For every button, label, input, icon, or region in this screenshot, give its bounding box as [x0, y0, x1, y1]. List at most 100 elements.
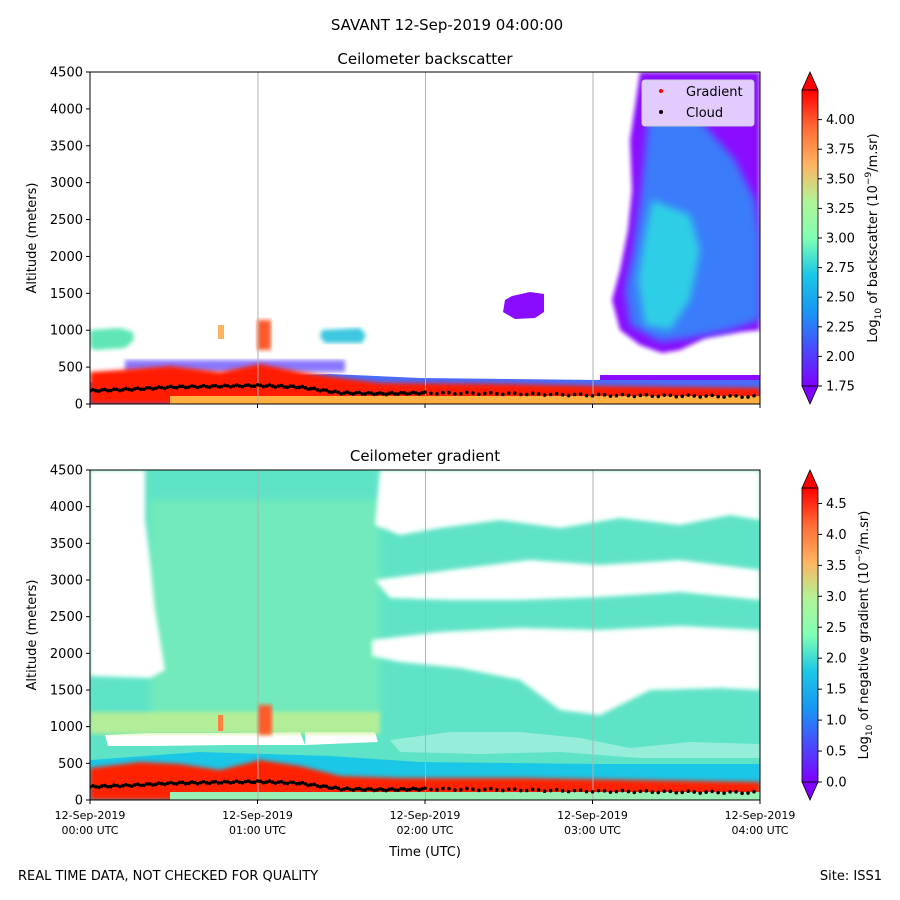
cloud-point — [650, 790, 655, 794]
backscatter-x-ticks — [89, 404, 761, 408]
cloud-point — [327, 786, 332, 790]
cloud-point — [638, 789, 643, 794]
gap-lower-right — [372, 626, 760, 715]
figure-suptitle: SAVANT 12-Sep-2019 04:00:00 — [331, 16, 563, 34]
y-tick-label: 2000 — [50, 647, 83, 662]
cloud-point — [728, 790, 732, 794]
cloud-points-bottom — [90, 779, 756, 795]
cloud-point — [369, 391, 373, 395]
cloud-point — [171, 385, 176, 390]
colorbar-tick-label: 1.75 — [826, 380, 855, 395]
cloud-point — [336, 786, 341, 791]
cloud-point — [228, 781, 233, 785]
cloud-point — [112, 387, 116, 391]
cloud-point — [177, 780, 182, 785]
cloud-point — [348, 787, 353, 792]
cloud-point — [351, 392, 356, 396]
cloud-point — [282, 385, 287, 389]
gradient-colorbar-label: Log10 of negative gradient (10−9/m.sr) — [855, 511, 875, 760]
cloud-point — [465, 786, 469, 791]
cloud-point — [145, 385, 149, 390]
cloud-point — [195, 781, 200, 786]
cloud-point — [333, 389, 338, 394]
y-tick-label: 0 — [75, 794, 83, 809]
colorbar-tick-label: 1.5 — [826, 683, 847, 698]
cloud-point — [279, 779, 284, 784]
cloud-point — [231, 780, 236, 784]
cloud-point — [578, 392, 583, 396]
cloud-point — [608, 790, 613, 794]
cloud-point — [231, 384, 236, 388]
x-tick-label-time: 00:00 UTC — [61, 824, 118, 837]
cloud-point — [213, 779, 218, 784]
cloud-point — [339, 392, 344, 396]
cloud-point — [300, 780, 305, 785]
cloud-points-top — [90, 383, 756, 399]
cloud-point — [414, 787, 418, 791]
cloud-point — [710, 393, 714, 398]
cloud-point — [186, 781, 191, 786]
cloud-point — [345, 786, 350, 791]
cloud-point — [698, 395, 702, 399]
y-tick-label: 1000 — [50, 324, 83, 339]
cloud-point — [396, 788, 400, 792]
cloud-point — [189, 780, 194, 784]
cloud-point — [447, 786, 451, 791]
cloud-point — [106, 784, 110, 789]
cloud-point — [297, 385, 302, 390]
cloud-point — [590, 790, 595, 794]
cloud-point — [267, 383, 272, 387]
y-tick-label: 3500 — [50, 139, 83, 154]
cloud-point — [267, 779, 272, 784]
cloud-point — [453, 788, 457, 792]
backscatter-colorbar-label: Log10 of backscatter (10−9/m.sr) — [864, 133, 884, 342]
cloud-point — [483, 787, 487, 792]
cloud-point — [198, 780, 203, 785]
colorbar-extend-bottom — [801, 385, 819, 405]
cloud-point — [656, 790, 661, 795]
cloud-point — [136, 782, 140, 787]
cloud-point — [174, 782, 179, 786]
cloud-point — [423, 390, 427, 394]
cloud-point — [686, 789, 691, 793]
cloud-point — [471, 391, 475, 395]
cloud-point — [142, 783, 146, 788]
cloud-point — [363, 392, 367, 396]
cloud-point — [312, 782, 317, 787]
cloud-point — [566, 789, 571, 794]
cloud-point — [118, 784, 122, 789]
backscatter-ylabel: Altitude (meters) — [25, 183, 40, 294]
x-tick-label-time: 04:00 UTC — [731, 824, 788, 837]
cloud-point — [390, 390, 394, 395]
cloud-point — [716, 790, 720, 795]
cloud-point — [127, 387, 131, 392]
cloud-point — [246, 779, 251, 783]
cloud-point — [686, 393, 691, 397]
colorbar-tick-label: 3.5 — [826, 559, 847, 574]
cloud-point — [560, 789, 565, 793]
cloud-point — [318, 388, 323, 393]
cloud-point — [572, 788, 577, 793]
gradient-heatmap — [90, 470, 760, 800]
cloud-point — [288, 384, 293, 388]
cloud-point — [614, 393, 619, 398]
cloud-point — [411, 390, 415, 395]
cloud-point — [408, 787, 412, 792]
gap-lower-band — [390, 732, 760, 758]
cloud-point — [124, 386, 128, 391]
cloud-point — [336, 390, 341, 395]
gradient-surface-bottom — [170, 792, 760, 800]
cloud-point — [115, 387, 119, 392]
grid-line-2 — [425, 72, 426, 404]
cloud-point — [258, 383, 263, 388]
cloud-point — [366, 786, 370, 791]
cloud-point — [692, 790, 696, 794]
cloud-point — [489, 390, 493, 395]
cloud-point — [261, 780, 266, 785]
cloud-point — [315, 388, 320, 392]
cloud-point — [734, 393, 738, 398]
cloud-point — [420, 391, 424, 395]
cloud-point — [512, 391, 517, 395]
cloud-point — [722, 395, 726, 399]
cloud-point — [596, 788, 601, 793]
